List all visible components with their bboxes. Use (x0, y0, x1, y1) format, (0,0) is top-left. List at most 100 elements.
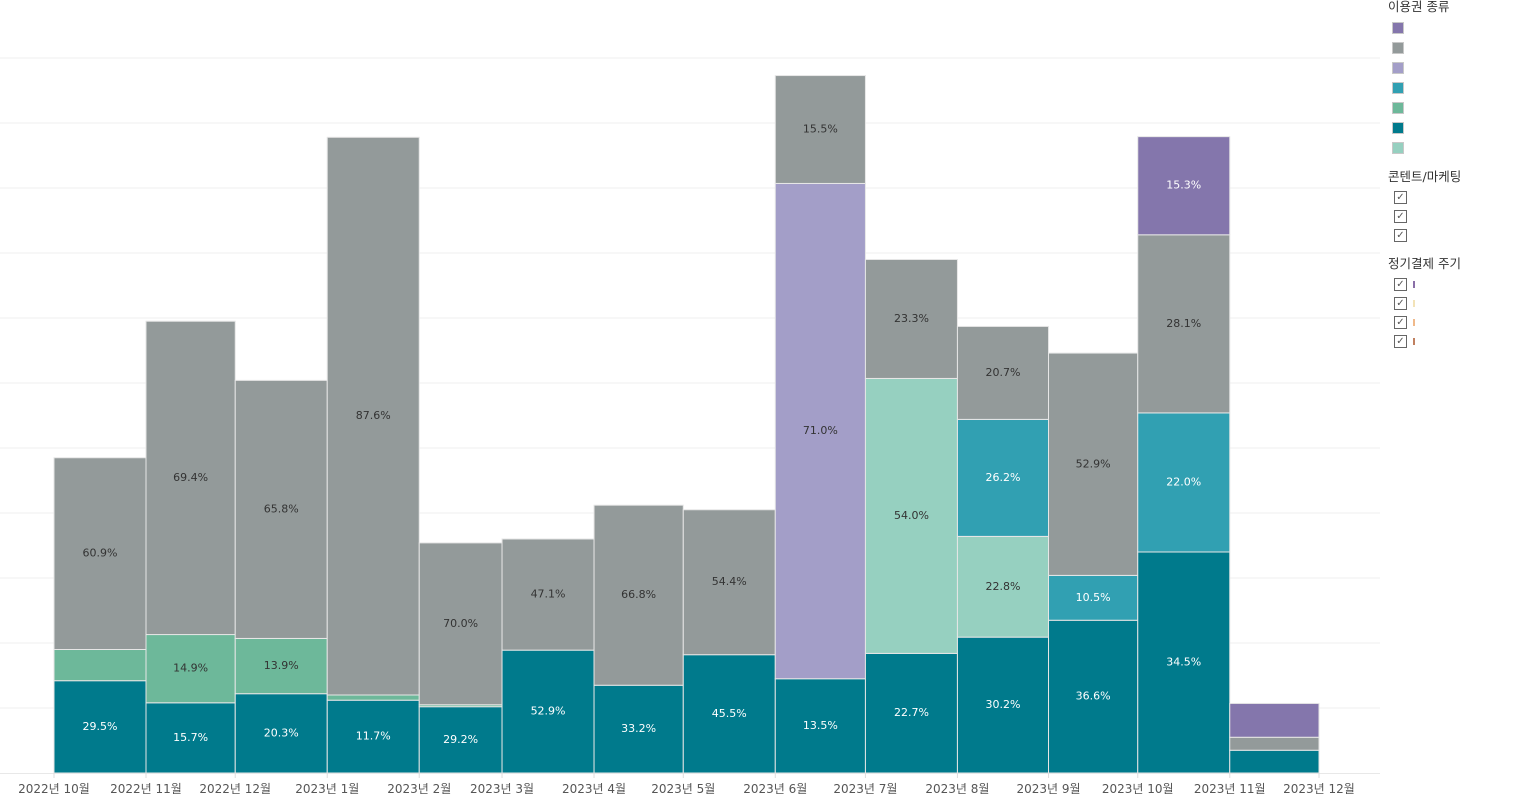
data-label: 52.9% (1076, 457, 1111, 470)
x-tick-label: 2023년 5월 (651, 782, 715, 796)
bar-segment-green[interactable] (326, 694, 420, 701)
data-label: 22.0% (1166, 475, 1201, 488)
legend-swatch (1392, 42, 1404, 54)
bar-segment-teal_dark[interactable] (1137, 551, 1231, 774)
checkbox-checked-icon[interactable]: ✓ (1394, 191, 1407, 204)
bar-segment-gray[interactable] (864, 259, 958, 379)
bar-segment-purple[interactable] (1137, 136, 1231, 236)
x-tick-label: 2023년 10월 (1102, 782, 1174, 796)
x-tick-label: 2023년 6월 (743, 782, 807, 796)
legend-item[interactable] (1390, 18, 1525, 38)
data-label: 87.6% (356, 409, 391, 422)
x-tick-label: 2023년 12월 (1283, 782, 1355, 796)
bar-segment-mint[interactable] (956, 535, 1050, 638)
bar-segment-gray[interactable] (593, 504, 684, 686)
data-label: 30.2% (986, 698, 1021, 711)
legend-item[interactable] (1390, 118, 1525, 138)
bar-segment-green[interactable] (53, 649, 147, 682)
truncated-label-mark (1413, 338, 1415, 345)
bar-segment-purple[interactable] (1229, 702, 1320, 738)
legend-item[interactable] (1390, 78, 1525, 98)
data-label: 14.9% (173, 662, 208, 675)
legend-item[interactable] (1390, 98, 1525, 118)
bar-segment-cyan[interactable] (1137, 412, 1231, 553)
data-label: 33.2% (621, 722, 656, 735)
bar-segment-gray[interactable] (145, 320, 236, 636)
bar-segment-teal_dark[interactable] (956, 636, 1050, 774)
filter-option[interactable]: ✓ (1390, 275, 1525, 294)
x-tick-label: 2023년 8월 (925, 782, 989, 796)
bar-segment-teal_dark[interactable] (145, 702, 236, 774)
truncated-label-mark (1413, 319, 1415, 326)
legend-swatch (1392, 82, 1404, 94)
checkbox-checked-icon[interactable]: ✓ (1394, 335, 1407, 348)
checkbox-checked-icon[interactable]: ✓ (1394, 316, 1407, 329)
data-label: 71.0% (803, 424, 838, 437)
checkbox-checked-icon[interactable]: ✓ (1394, 229, 1407, 242)
filter-option[interactable]: ✓ (1390, 188, 1525, 207)
bar-segment-teal_dark[interactable] (682, 654, 776, 774)
bar-segment-gray[interactable] (682, 509, 776, 656)
data-label: 29.2% (443, 733, 478, 746)
bar-segment-teal_dark[interactable] (864, 652, 958, 774)
legend-item[interactable] (1390, 38, 1525, 58)
data-label: 65.8% (264, 502, 299, 515)
x-tick-label: 2022년 12월 (199, 782, 271, 796)
data-label: 60.9% (83, 547, 118, 560)
x-tick-label: 2023년 3월 (470, 782, 534, 796)
bar-segment-gray[interactable] (1229, 736, 1320, 751)
data-label: 29.5% (83, 720, 118, 733)
truncated-label-mark (1413, 281, 1415, 288)
bar-segment-teal_dark[interactable] (418, 706, 503, 774)
filter-billing-cycle: 정기결제 주기 ✓ ✓ ✓ ✓ (1388, 257, 1525, 351)
data-label: 28.1% (1166, 317, 1201, 330)
filter-option[interactable]: ✓ (1390, 207, 1525, 226)
filter-option[interactable]: ✓ (1390, 226, 1525, 245)
x-tick-label: 2022년 10월 (18, 782, 90, 796)
data-label: 47.1% (531, 588, 566, 601)
legend-swatch (1392, 62, 1404, 74)
filter-option[interactable]: ✓ (1390, 313, 1525, 332)
data-label: 26.2% (986, 471, 1021, 484)
x-tick-label: 2023년 7월 (833, 782, 897, 796)
filter-list-content-marketing: ✓ ✓ ✓ (1390, 188, 1525, 245)
bar-segment-teal_dark[interactable] (1229, 749, 1320, 774)
legend-swatch (1392, 122, 1404, 134)
data-label: 22.8% (986, 580, 1021, 593)
checkbox-checked-icon[interactable]: ✓ (1394, 297, 1407, 310)
data-label: 15.5% (803, 123, 838, 136)
bar-segment-teal_dark[interactable] (53, 680, 147, 774)
data-label: 54.4% (712, 575, 747, 588)
data-label: 34.5% (1166, 656, 1201, 669)
legend-item[interactable] (1390, 138, 1525, 158)
legend-item[interactable] (1390, 58, 1525, 78)
data-label: 20.7% (986, 366, 1021, 379)
segment-labels: 29.5% 60.9% 15.7% 14.9% 69.4% 20.3% 13.9% 65.8%… (83, 123, 1202, 746)
filter-content-marketing: 콘텐트/마케팅 ✓ ✓ ✓ (1388, 169, 1525, 245)
bars (53, 75, 1320, 774)
bar-segment-gray[interactable] (501, 538, 595, 651)
bar-segment-green[interactable] (145, 634, 236, 704)
swatch-list (1390, 18, 1525, 158)
bar-segment-gray[interactable] (956, 325, 1050, 420)
stacked-bar-chart: 29.5% 60.9% 15.7% 14.9% 69.4% 20.3% 13.9% 65.8%… (0, 57, 1380, 796)
filter-title-content-marketing: 콘텐트/마케팅 (1388, 169, 1462, 184)
checkbox-checked-icon[interactable]: ✓ (1394, 210, 1407, 223)
data-label: 45.5% (712, 707, 747, 720)
bar-segment-gray[interactable] (418, 542, 503, 706)
data-label: 15.7% (173, 731, 208, 744)
truncated-label-mark (1413, 300, 1415, 307)
filter-option[interactable]: ✓ (1390, 294, 1525, 313)
checkbox-checked-icon[interactable]: ✓ (1394, 278, 1407, 291)
legend-title-usage-type: 이용권 종류 (1388, 0, 1450, 14)
filter-option[interactable]: ✓ (1390, 332, 1525, 351)
bar-segment-gray[interactable] (774, 75, 866, 184)
bar-segment-mint[interactable] (864, 377, 958, 654)
bar-segment-gray[interactable] (1137, 234, 1231, 414)
bar-segment-gray[interactable] (326, 136, 420, 696)
bar-segment-teal_dark[interactable] (326, 699, 420, 774)
bar-segment-gray[interactable] (53, 457, 147, 650)
bar-segment-lavender[interactable] (774, 182, 866, 680)
bar-segment-gray[interactable] (1048, 352, 1139, 576)
legend-swatch (1392, 22, 1404, 34)
